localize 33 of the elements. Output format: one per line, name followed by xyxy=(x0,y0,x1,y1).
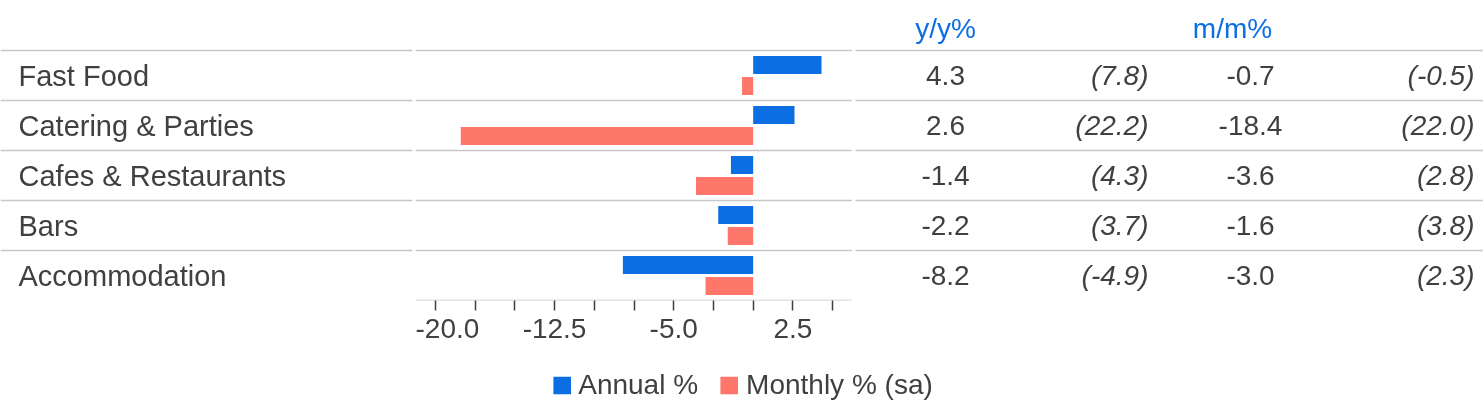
text: m/m% xyxy=(1192,12,1273,44)
y-tick-label: Bars xyxy=(18,209,79,242)
y-tick-label: Catering & Parties xyxy=(18,109,254,142)
y-tick-label: Fast Food xyxy=(18,59,150,92)
data-label: 4.3 xyxy=(926,60,965,91)
data-label: -8.2 xyxy=(921,260,970,291)
data-label: 2.6 xyxy=(926,110,965,141)
y-tick-label: Cafes & Restaurants xyxy=(18,159,287,192)
text: (22.2) xyxy=(1075,110,1149,141)
text: (7.8) xyxy=(1090,60,1149,91)
data-label: -0.7 xyxy=(1226,60,1275,91)
data-label: -18.4 xyxy=(1218,110,1283,141)
text: (22.0) xyxy=(1401,110,1475,141)
data-label: -3.6 xyxy=(1226,160,1275,191)
x-tick-label: -12.5 xyxy=(522,312,587,344)
data-label: -2.2 xyxy=(921,210,970,241)
y-tick-label: Accommodation xyxy=(18,259,227,292)
text: (-4.9) xyxy=(1081,260,1149,291)
text: (2.8) xyxy=(1416,160,1475,191)
text: (4.3) xyxy=(1090,160,1149,191)
text: (3.8) xyxy=(1416,210,1475,241)
data-label: -1.4 xyxy=(921,160,970,191)
data-label: -3.0 xyxy=(1226,260,1275,291)
legend-label: Annual % xyxy=(578,369,699,401)
x-tick-label: 2.5 xyxy=(773,312,813,344)
data-label: -1.6 xyxy=(1226,210,1275,241)
legend-label: Monthly % (sa) xyxy=(746,369,933,401)
text: (3.7) xyxy=(1090,210,1149,241)
x-tick-label: -20.0 xyxy=(415,312,480,344)
text: (2.3) xyxy=(1416,260,1475,291)
x-tick-label: -5.0 xyxy=(649,312,698,344)
text: y/y% xyxy=(915,12,976,44)
text: (-0.5) xyxy=(1407,60,1475,91)
